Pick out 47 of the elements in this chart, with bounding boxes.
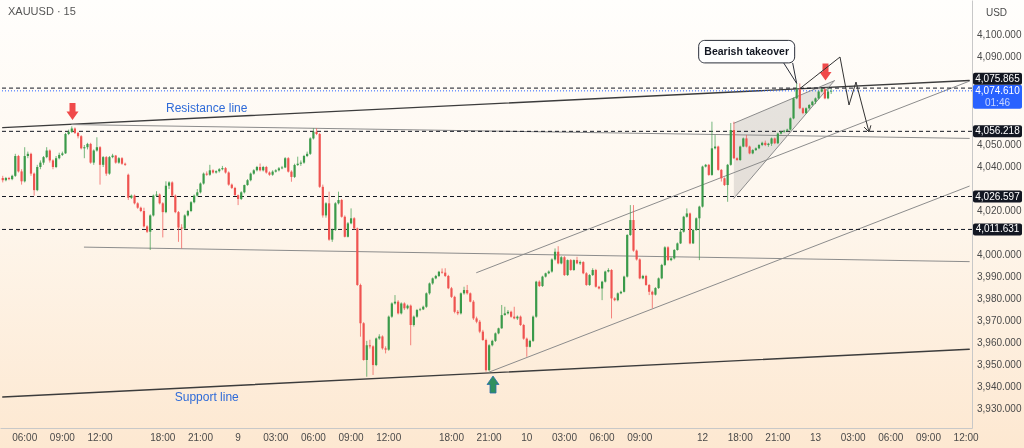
x-tick-label: 18:00 xyxy=(150,431,176,443)
x-tick-label: 09:00 xyxy=(338,431,365,443)
ref-line-label: 4,074.610 01:46 xyxy=(975,84,1021,108)
annotation: Bearish takeover xyxy=(704,44,789,57)
x-tick-label: 09:00 xyxy=(627,431,653,443)
y-tick-label: 3,930.000 xyxy=(977,403,1022,415)
series-label: Support line xyxy=(174,389,240,404)
x-tick-label: 10 xyxy=(521,431,533,443)
x-tick-label: 21:00 xyxy=(187,431,214,443)
x-tick-label: 03:00 xyxy=(551,431,578,443)
x-tick-label: 18:00 xyxy=(727,431,754,443)
x-tick-label: 12:00 xyxy=(87,431,113,443)
y-tick-label: 4,100.000 xyxy=(977,28,1022,40)
y-tick-label: 3,960.000 xyxy=(977,337,1022,349)
x-tick-label: 9 xyxy=(235,431,242,443)
y-axis-title: USD xyxy=(985,6,1008,18)
x-tick-label: 21:00 xyxy=(765,431,791,443)
y-tick-label: 4,050.000 xyxy=(977,139,1022,151)
y-tick-label: 3,940.000 xyxy=(977,381,1022,393)
y-tick-label: 3,980.000 xyxy=(977,293,1022,305)
y-tick-label: 4,020.000 xyxy=(977,205,1022,217)
x-tick-label: 12 xyxy=(696,431,709,443)
x-tick-label: 12:00 xyxy=(953,431,980,443)
y-tick-label: 3,990.000 xyxy=(977,271,1022,283)
y-tick-label: 4,040.000 xyxy=(977,161,1022,173)
x-tick-label: 06:00 xyxy=(300,431,327,443)
y-tick-label: 4,090.000 xyxy=(977,50,1022,62)
x-tick-label: 18:00 xyxy=(438,431,465,443)
series-label: Resistance line xyxy=(166,100,248,115)
ref-line-label: 4,026.597 xyxy=(975,190,1021,202)
x-tick-label: 06:00 xyxy=(589,431,616,443)
x-tick-label: 09:00 xyxy=(49,431,76,443)
y-tick-label: 3,950.000 xyxy=(977,359,1022,371)
ref-line-label: 4,011.631 xyxy=(975,223,1020,235)
x-tick-label: 12:00 xyxy=(376,431,402,443)
x-tick-label: 21:00 xyxy=(476,431,503,443)
y-tick-label: 4,000.000 xyxy=(977,249,1022,261)
ref-line-label: 4,056.218 xyxy=(975,125,1021,137)
x-tick-label: 03:00 xyxy=(263,431,289,443)
chart-title: XAUUSD · 15 xyxy=(8,5,76,17)
x-tick-label: 13 xyxy=(809,431,822,443)
y-tick-label: 3,970.000 xyxy=(977,315,1022,327)
x-tick-label: 09:00 xyxy=(915,431,942,443)
x-tick-label: 06:00 xyxy=(878,431,904,443)
x-tick-label: 03:00 xyxy=(840,431,867,443)
ref-line-label: 4,075.865 xyxy=(975,72,1021,84)
x-tick-label: 06:00 xyxy=(12,431,38,443)
